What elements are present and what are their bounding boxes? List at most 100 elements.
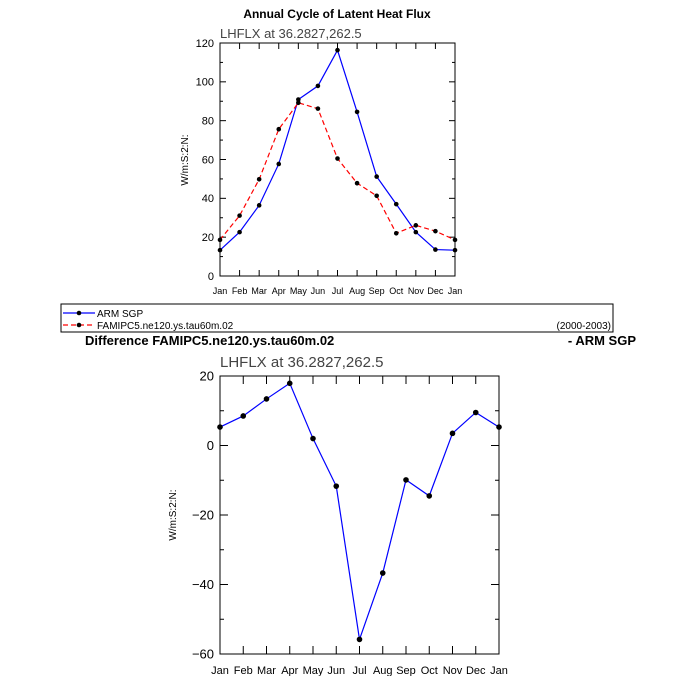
y-tick-label: −20	[192, 508, 214, 523]
data-point	[263, 396, 270, 402]
x-tick-label: Jul	[332, 286, 344, 296]
x-tick-label: May	[290, 286, 308, 296]
legend-marker-famipc5	[76, 322, 82, 328]
data-point	[449, 430, 456, 437]
data-point	[240, 413, 247, 419]
legend-box	[60, 303, 614, 333]
y-tick-label: 0	[207, 438, 214, 453]
legend-label-arm-sgp: ARM SGP	[97, 309, 143, 320]
x-tick-label: Jan	[213, 286, 228, 296]
data-point	[374, 193, 379, 199]
series-line	[219, 382, 500, 640]
y-tick-label: 0	[208, 271, 214, 283]
y-axis-label: W/m:S:2:N:	[180, 134, 191, 185]
difference-chart: Difference FAMIPC5.ne120.ys.tau60m.02 - …	[85, 333, 636, 676]
y-tick-label: 100	[196, 77, 214, 89]
data-point	[310, 435, 316, 442]
data-point	[413, 223, 419, 228]
difference-subtitle: LHFLX at 36.2827,262.5	[220, 354, 383, 371]
data-point	[296, 100, 301, 106]
data-point	[256, 177, 262, 182]
difference-title: Difference FAMIPC5.ne120.ys.tau60m.02	[85, 333, 334, 348]
x-tick-label: Sep	[396, 665, 416, 676]
data-point	[276, 126, 282, 132]
x-tick-label: Jul	[352, 665, 366, 676]
x-tick-label: Apr	[281, 665, 298, 676]
difference-plot-area: −60 −40 −20 0 20 Jan Feb Mar Apr May Jun Jul Aug Sep O…	[192, 369, 508, 676]
x-tick-label: Sep	[369, 286, 385, 296]
x-tick-label: Jan	[490, 665, 508, 676]
data-point	[256, 203, 262, 208]
legend-label-famipc5: FAMIPC5.ne120.ys.tau60m.02	[97, 321, 234, 332]
x-tick-label: Dec	[466, 665, 486, 676]
series-line	[219, 102, 456, 241]
data-point	[433, 228, 438, 234]
x-tick-label: Jan	[448, 286, 463, 296]
x-tick-label: Mar	[257, 665, 276, 676]
x-tick-label: Oct	[421, 665, 438, 676]
data-point	[426, 493, 433, 499]
difference-title-right: - ARM SGP	[568, 333, 636, 348]
x-tick-label: Aug	[349, 286, 365, 296]
plot-area: 0 20 40 60 80 100 120 Jan Feb Mar Apr May Jun Jul Aug S…	[196, 38, 463, 296]
data-point	[374, 174, 379, 179]
y-tick-label: −40	[192, 577, 214, 592]
y-tick-label: 120	[196, 38, 214, 50]
x-tick-label: May	[303, 665, 324, 676]
data-point	[217, 237, 223, 243]
x-tick-label: Apr	[272, 286, 286, 296]
latent-heat-flux-chart: Annual Cycle of Latent Heat Flux LHFLX a…	[60, 7, 614, 333]
data-point	[217, 247, 223, 253]
legend-period: (2000-2003)	[557, 321, 611, 332]
data-point	[393, 230, 399, 236]
data-point	[237, 229, 242, 235]
data-point	[496, 424, 502, 430]
data-point	[296, 97, 301, 102]
difference-y-axis-label: W/m:S:2:N:	[168, 489, 179, 540]
chart-subtitle: LHFLX at 36.2827,262.5	[220, 26, 362, 41]
x-tick-label: Aug	[373, 665, 393, 676]
x-tick-label: Jun	[327, 665, 345, 676]
x-tick-label: Jan	[211, 665, 229, 676]
y-tick-label: 80	[202, 116, 214, 128]
data-point	[452, 237, 458, 243]
legend-marker-arm-sgp	[76, 310, 82, 316]
data-point	[452, 247, 458, 253]
x-tick-label: Dec	[427, 286, 444, 296]
data-point	[413, 229, 419, 235]
x-tick-label: Jun	[311, 286, 326, 296]
data-point	[393, 201, 399, 207]
x-tick-label: Nov	[443, 665, 463, 676]
data-point	[286, 380, 293, 387]
data-point	[433, 247, 438, 252]
data-point	[315, 106, 321, 111]
series-line	[219, 48, 456, 251]
data-point	[354, 109, 360, 115]
y-tick-label: 40	[202, 193, 214, 205]
data-point	[472, 409, 479, 416]
x-tick-label: Feb	[234, 665, 253, 676]
x-tick-label: Feb	[232, 286, 248, 296]
data-point	[335, 156, 340, 161]
chart-title: Annual Cycle of Latent Heat Flux	[243, 7, 431, 21]
x-tick-label: Oct	[389, 286, 404, 296]
legend: ARM SGP FAMIPC5.ne120.ys.tau60m.02 (2000…	[60, 303, 614, 333]
data-point	[333, 483, 340, 489]
data-point	[335, 47, 340, 53]
x-tick-label: Mar	[251, 286, 267, 296]
data-point	[237, 213, 242, 218]
data-point	[217, 424, 223, 430]
data-point	[315, 83, 321, 89]
y-tick-label: 20	[202, 232, 214, 244]
data-point	[276, 161, 282, 167]
data-point	[356, 636, 363, 643]
data-point	[403, 477, 409, 483]
data-point	[379, 570, 386, 576]
plot-frame	[219, 375, 500, 655]
x-tick-label: Nov	[408, 286, 425, 296]
y-tick-label: 60	[202, 154, 214, 166]
y-tick-label: −60	[192, 647, 214, 662]
y-tick-label: 20	[200, 369, 214, 384]
data-point	[354, 180, 360, 186]
